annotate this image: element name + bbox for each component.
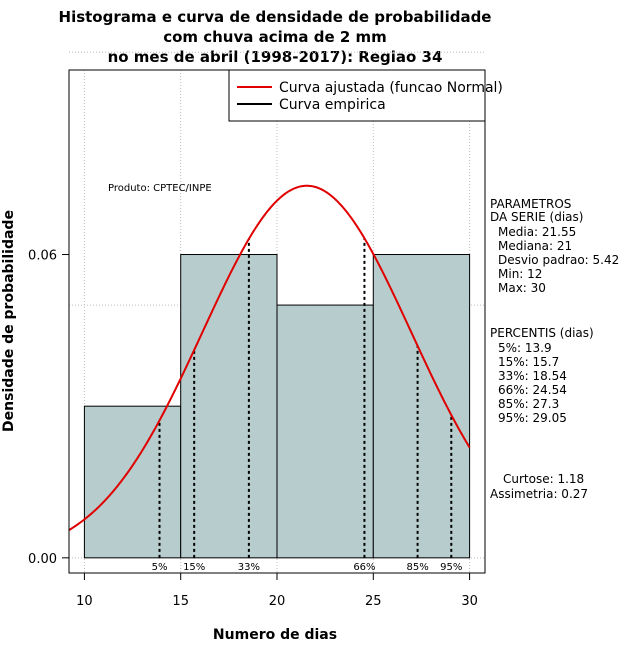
percentile-label-0: 5% [152,562,168,573]
percentile-label-4: 85% [406,562,428,573]
x-tick-label-3: 25 [365,594,382,609]
x-axis-title: Numero de dias [213,627,337,643]
legend: Curva ajustada (funcao Normal) Curva emp… [228,69,503,122]
param-media: Media: 21.55 [498,225,576,239]
param-mediana: Mediana: 21 [498,239,572,253]
percentile-label-2: 33% [238,562,260,573]
param-min: Min: 12 [498,267,542,281]
percentil-85: 85%: 27.3 [498,397,559,411]
y-axis: 0.00 0.06 [28,249,70,567]
legend-label-empirical: Curva empirica [279,97,386,113]
chart-title: Histograma e curva de densidade de proba… [59,8,492,66]
product-note: Produto: CPTEC/INPE [108,183,212,194]
percentil-66: 66%: 24.54 [498,383,567,397]
title-line-2: com chuva acima de 2 mm [163,28,387,46]
percentile-label-5: 95% [440,562,462,573]
param-desvio: Desvio padrao: 5.42 [498,253,619,267]
legend-label-fit: Curva ajustada (funcao Normal) [279,80,503,96]
percentil-33: 33%: 18.54 [498,369,567,383]
params-title-1: PARAMETROS [490,197,571,211]
percentil-15: 15%: 15.7 [498,355,559,369]
title-line-1: Histograma e curva de densidade de proba… [59,8,492,26]
x-axis: 10 15 20 25 30 [76,572,478,609]
x-tick-label-4: 30 [461,594,478,609]
bar-2 [276,304,374,559]
histogram-bars [83,254,471,559]
x-tick-label-0: 10 [76,594,93,609]
bar-0 [83,405,182,559]
bar-3 [372,254,471,559]
y-axis-title: Densidade de probabilidade [1,210,17,432]
percentil-95: 95%: 29.05 [498,411,567,425]
x-tick-label-1: 15 [172,594,189,609]
params-title-2: DA SERIE (dias) [490,210,583,224]
title-line-3: no mes de abril (1998-2017): Regiao 34 [108,48,443,66]
y-tick-label-0: 0.00 [28,552,57,567]
y-tick-label-1: 0.06 [28,249,57,264]
assimetria: Assimetria: 0.27 [490,487,588,501]
param-max: Max: 30 [498,281,546,295]
percentile-label-3: 66% [353,562,375,573]
curtose: Curtose: 1.18 [503,472,584,486]
percentile-label-1: 15% [183,562,205,573]
side-panel: PARAMETROS DA SERIE (dias) Media: 21.55 … [490,197,619,501]
legend-box [228,69,486,122]
bar-1 [180,254,278,559]
x-tick-label-2: 20 [269,594,286,609]
percentil-5: 5%: 13.9 [498,341,552,355]
normal-fit-curve [68,184,471,531]
percentis-title: PERCENTIS (dias) [490,326,594,340]
percentile-lines: 5% 15% 33% 66% 85% 95% [152,238,462,573]
